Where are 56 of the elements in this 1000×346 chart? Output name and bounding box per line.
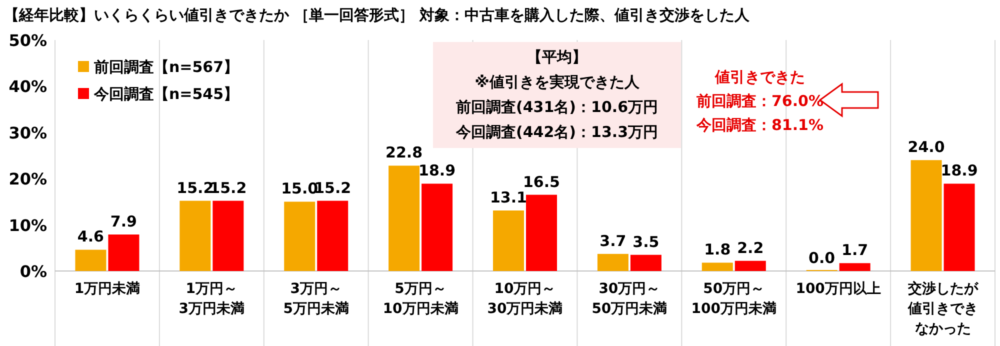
y-tick-label: 10% — [8, 216, 47, 235]
bar — [597, 254, 628, 271]
annotation: 前回調査：76.0% — [695, 92, 824, 110]
y-tick-label: 30% — [8, 123, 47, 142]
bar — [284, 202, 316, 271]
data-label: 22.8 — [386, 144, 423, 162]
x-tick-label: 1万円未満 — [74, 281, 140, 297]
annotation: 値引きできた — [714, 68, 805, 86]
annotation: 【平均】 — [527, 48, 587, 66]
bar — [944, 184, 975, 271]
x-tick-label: 5万円～ 10万円未満 — [382, 281, 458, 317]
x-tick-label: 交渉したが値引きできなかった — [906, 280, 979, 337]
annotation: ※値引きを実現できた人 — [474, 73, 640, 91]
bar — [493, 210, 524, 271]
data-label: 18.9 — [418, 162, 456, 180]
x-tick-label: 30万円～ 50万円未満 — [592, 281, 668, 317]
annotation: 前回調査(431名)：10.6万円 — [454, 98, 658, 116]
bar — [734, 260, 766, 271]
data-label: 1.8 — [704, 240, 731, 259]
bar — [910, 160, 942, 271]
bar — [388, 166, 420, 271]
bar — [422, 184, 453, 271]
data-label: 7.9 — [110, 212, 138, 230]
data-label: 0.0 — [808, 249, 836, 267]
x-tick-label: 10万円～ 30万円未満 — [487, 281, 563, 317]
data-label: 1.7 — [842, 241, 868, 260]
legend-label: 今回調査【n=545】 — [93, 85, 239, 103]
y-tick-label: 40% — [8, 77, 47, 96]
x-tick-label: 1万円～ 3万円未満 — [178, 281, 245, 317]
annotation: 今回調査(442名)：13.3万円 — [454, 123, 658, 141]
bar — [108, 234, 140, 271]
x-tick-label: 3万円～ 5万円未満 — [283, 281, 349, 317]
data-label: 3.5 — [632, 232, 660, 251]
y-tick-label: 50% — [8, 31, 47, 50]
legend-label: 前回調査【n=567】 — [93, 58, 239, 76]
annotation: 今回調査：81.1% — [695, 116, 824, 134]
bar — [630, 254, 662, 271]
bar — [526, 194, 557, 271]
data-label: 2.2 — [737, 238, 764, 257]
y-tick-label: 20% — [8, 170, 47, 189]
data-label: 3.7 — [600, 232, 626, 250]
bar — [317, 200, 348, 271]
data-label: 18.9 — [940, 162, 978, 180]
bar — [180, 200, 211, 271]
bar — [212, 200, 244, 271]
bar — [702, 262, 733, 271]
y-tick-label: 0% — [20, 262, 47, 281]
data-label: 13.1 — [490, 188, 528, 206]
data-label: 24.0 — [908, 138, 945, 156]
bar — [839, 263, 870, 271]
x-tick-label: 50万円～ 100万円未満 — [691, 281, 777, 317]
x-tick-label: 100万円以上 — [796, 281, 881, 297]
data-label: 16.5 — [522, 172, 560, 191]
bar — [75, 250, 106, 271]
data-label: 4.6 — [77, 228, 104, 246]
chart-title: 【経年比較】いくらくらい値引きできたか ［単一回答形式］ 対象：中古車を購入した際、値引き交渉をした人 — [4, 6, 750, 24]
